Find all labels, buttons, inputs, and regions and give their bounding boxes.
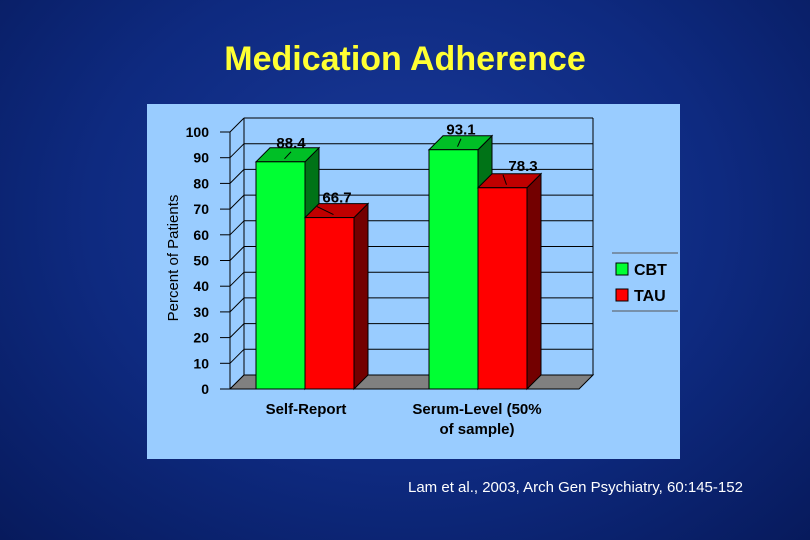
data-label-cbt: 88.4: [276, 135, 306, 152]
bar-side-tau: [526, 172, 542, 391]
y-tick-label: 30: [193, 304, 209, 320]
legend-swatch-tau: [615, 288, 629, 302]
gridline-depth: [229, 169, 245, 184]
gridline-depth: [229, 246, 245, 261]
legend-label-cbt: CBT: [634, 262, 667, 279]
category-label: Self-Report: [266, 401, 347, 418]
data-label-tau: 66.7: [322, 190, 351, 207]
bar-cbt: [428, 149, 479, 390]
gridline-depth: [229, 117, 245, 133]
data-label-cbt: 93.1: [446, 122, 475, 139]
bar-tau: [477, 187, 528, 390]
y-tick-label: 100: [186, 124, 210, 140]
y-tick-label: 20: [193, 330, 209, 346]
gridline-depth: [229, 348, 245, 364]
bar-cbt: [255, 161, 306, 390]
category-label: of sample): [439, 421, 514, 438]
data-label-leader: [284, 151, 292, 160]
bar-tau: [304, 217, 355, 390]
y-tick-label: 70: [193, 201, 209, 217]
bar-chart: 0 10 20 30 40 50 60 70 80 90 100 Percent of Patient…: [165, 117, 678, 438]
bar-side-tau: [353, 202, 369, 391]
category-label: Serum-Level (50%: [412, 401, 541, 418]
citation: Lam et al., 2003, Arch Gen Psychiatry, 6…: [408, 479, 743, 496]
gridline-depth: [229, 143, 245, 159]
gridline-depth: [229, 297, 245, 313]
chart-title: Medication Adherence: [224, 40, 586, 78]
gridline-depth: [229, 194, 245, 210]
y-tick-label: 10: [193, 355, 209, 371]
data-label-leader: [316, 206, 334, 216]
data-label-leader: [457, 138, 462, 147]
y-tick-label: 90: [193, 150, 209, 166]
gridline-depth: [229, 323, 245, 338]
data-label-tau: 78.3: [508, 158, 537, 175]
data-label-leader: [502, 174, 507, 185]
y-tick-label: 60: [193, 227, 209, 243]
y-tick-label: 80: [193, 175, 209, 191]
y-tick-label: 0: [201, 381, 209, 397]
chart-panel: 0 10 20 30 40 50 60 70 80 90 100 Percent of Patient…: [147, 104, 680, 459]
y-axis-title: Percent of Patients: [165, 195, 182, 322]
gridline-depth: [229, 271, 245, 287]
y-tick-label: 40: [193, 278, 209, 294]
y-tick-label: 50: [193, 253, 209, 269]
legend-swatch-cbt: [615, 262, 629, 276]
legend-label-tau: TAU: [634, 288, 666, 305]
gridline-depth: [229, 220, 245, 236]
